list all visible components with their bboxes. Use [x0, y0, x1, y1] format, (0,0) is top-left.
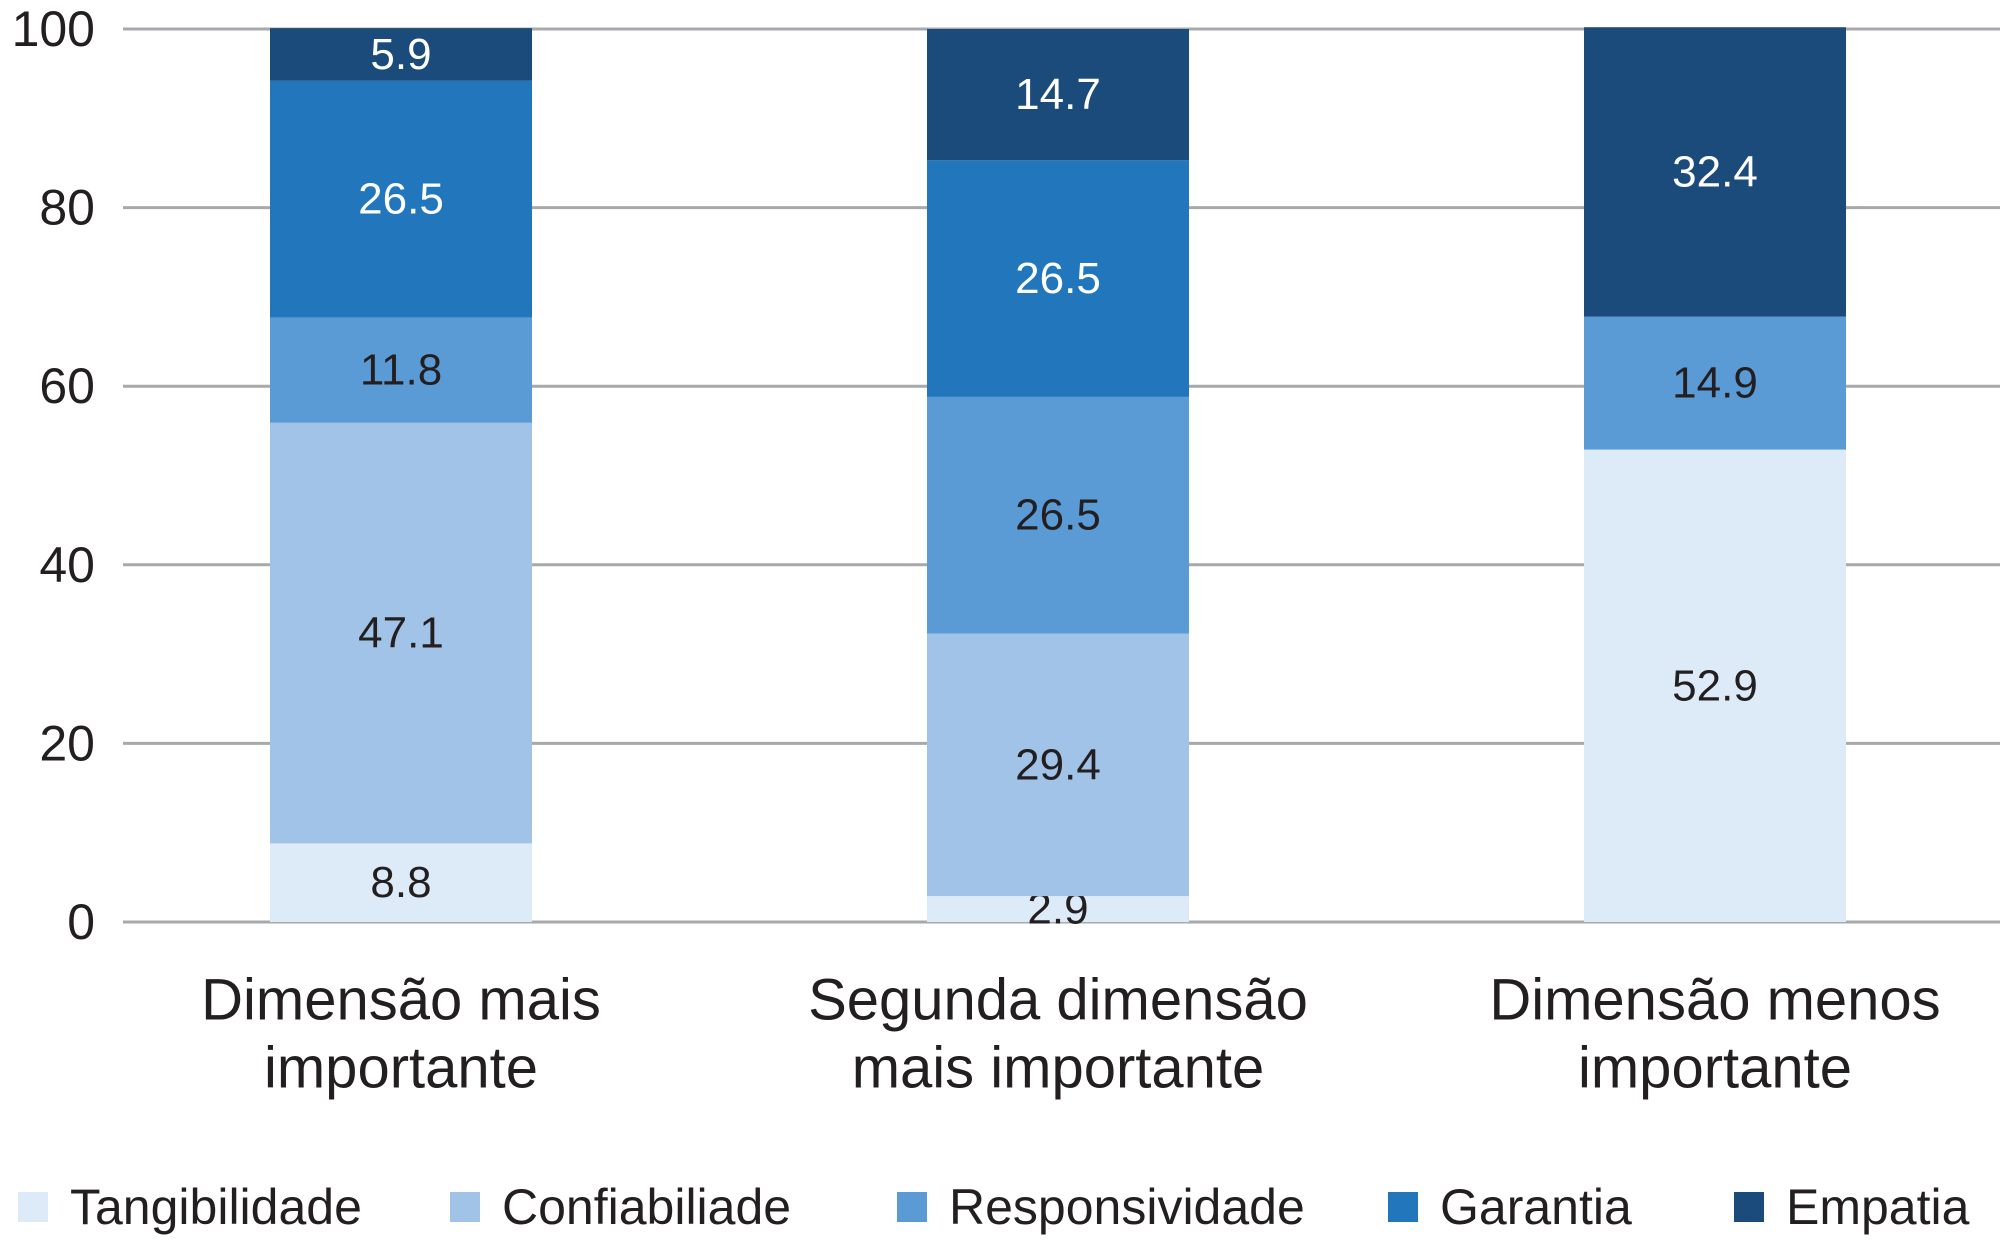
- data-label: 26.5: [1015, 254, 1101, 303]
- y-tick-label: 80: [39, 180, 95, 236]
- bar-segment: [1584, 27, 1846, 317]
- legend-swatch: [897, 1192, 927, 1222]
- data-label: 8.8: [370, 858, 431, 907]
- bar-segment: [927, 396, 1189, 634]
- data-label: 14.9: [1672, 359, 1758, 408]
- legend-swatch: [1734, 1192, 1764, 1222]
- legend-item: Empatia: [1734, 1179, 1970, 1235]
- bar-segment: [927, 160, 1189, 397]
- category-label: mais importante: [852, 1036, 1265, 1101]
- legend-swatch: [450, 1192, 480, 1222]
- data-label: 26.5: [358, 175, 444, 224]
- legend-label: Responsividade: [949, 1179, 1305, 1235]
- legend-item: Confiabiliade: [450, 1179, 791, 1235]
- y-tick-label: 60: [39, 358, 95, 414]
- y-tick-label: 100: [12, 1, 95, 57]
- bar-segment: [1584, 449, 1846, 922]
- bars: 8.847.111.826.55.92.929.426.526.514.752.…: [270, 27, 1846, 934]
- data-label: 29.4: [1015, 740, 1101, 789]
- bar-segment: [270, 80, 532, 318]
- legend-label: Empatia: [1786, 1179, 1970, 1235]
- category-label: Dimensão mais: [201, 968, 601, 1033]
- legend-label: Tangibilidade: [70, 1179, 362, 1235]
- legend-item: Responsividade: [897, 1179, 1305, 1235]
- y-tick-label: 0: [67, 894, 95, 950]
- category-label: Dimensão menos: [1489, 968, 1940, 1033]
- bar-segment: [927, 633, 1189, 897]
- y-tick-label: 40: [39, 537, 95, 593]
- y-tick-label: 20: [39, 715, 95, 771]
- legend-item: Garantia: [1388, 1179, 1632, 1235]
- legend-label: Confiabiliade: [502, 1179, 791, 1235]
- data-label: 26.5: [1015, 491, 1101, 540]
- bar-segment: [270, 843, 532, 922]
- bar-segment: [927, 896, 1189, 922]
- legend-label: Garantia: [1440, 1179, 1632, 1235]
- legend: Tangibilidade Confiabiliade Responsividade…: [18, 1179, 1970, 1235]
- category-label: importante: [264, 1036, 538, 1101]
- bar-segment: [927, 29, 1189, 161]
- category-label: importante: [1578, 1036, 1852, 1101]
- data-label: 5.9: [370, 30, 431, 79]
- category-label: Segunda dimensão: [808, 968, 1308, 1033]
- data-label: 47.1: [358, 609, 444, 658]
- bar-segment: [270, 422, 532, 844]
- bar-segment: [1584, 316, 1846, 450]
- y-axis-tick-labels: 0 20 40 60 80 100: [12, 1, 95, 950]
- legend-swatch: [1388, 1192, 1418, 1222]
- bar-segment: [270, 317, 532, 423]
- bar-segment: [270, 28, 532, 81]
- legend-swatch: [18, 1192, 48, 1222]
- data-label: 14.7: [1015, 70, 1101, 119]
- legend-item: Tangibilidade: [18, 1179, 362, 1235]
- data-label: 52.9: [1672, 661, 1758, 710]
- data-label: 11.8: [360, 346, 442, 395]
- data-label: 32.4: [1672, 147, 1758, 196]
